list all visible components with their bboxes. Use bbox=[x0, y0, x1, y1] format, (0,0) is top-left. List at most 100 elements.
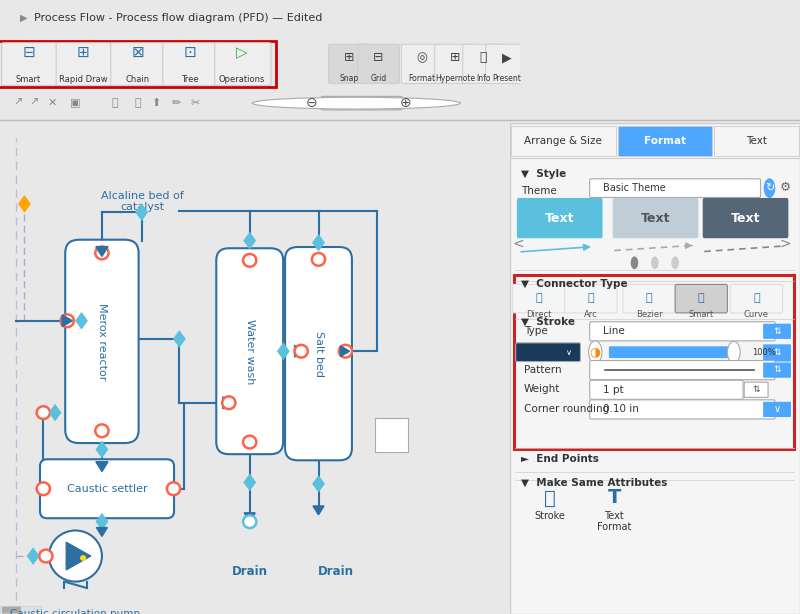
FancyBboxPatch shape bbox=[486, 44, 527, 84]
Circle shape bbox=[39, 550, 53, 562]
FancyBboxPatch shape bbox=[744, 382, 768, 397]
Polygon shape bbox=[341, 346, 350, 357]
Text: Alcaline bed of
catalyst: Alcaline bed of catalyst bbox=[102, 190, 184, 212]
FancyBboxPatch shape bbox=[613, 198, 698, 238]
Polygon shape bbox=[277, 343, 290, 360]
Text: Text: Text bbox=[731, 212, 760, 225]
Polygon shape bbox=[312, 234, 325, 252]
Text: ⊟: ⊟ bbox=[374, 52, 384, 64]
Text: ✏: ✏ bbox=[172, 98, 182, 108]
Text: Theme: Theme bbox=[522, 185, 557, 196]
FancyBboxPatch shape bbox=[285, 247, 352, 460]
Text: ▷: ▷ bbox=[236, 45, 248, 60]
Text: Grid: Grid bbox=[370, 74, 386, 84]
Text: Bezier: Bezier bbox=[636, 311, 662, 319]
Circle shape bbox=[61, 314, 74, 327]
FancyBboxPatch shape bbox=[763, 362, 791, 378]
Circle shape bbox=[339, 345, 352, 357]
FancyBboxPatch shape bbox=[56, 43, 112, 85]
Text: Basic Theme: Basic Theme bbox=[602, 182, 666, 193]
FancyBboxPatch shape bbox=[66, 239, 138, 443]
FancyBboxPatch shape bbox=[763, 402, 791, 417]
Text: Corner rounding: Corner rounding bbox=[524, 403, 610, 414]
Text: 🔍: 🔍 bbox=[111, 98, 118, 108]
Text: Text: Text bbox=[604, 511, 624, 521]
Text: 0.10 in: 0.10 in bbox=[602, 404, 638, 414]
Text: Arc: Arc bbox=[584, 311, 598, 319]
Circle shape bbox=[252, 97, 460, 109]
Text: Pattern: Pattern bbox=[524, 365, 562, 375]
FancyBboxPatch shape bbox=[322, 96, 402, 110]
Polygon shape bbox=[135, 203, 148, 221]
Text: ↗: ↗ bbox=[29, 98, 38, 108]
Text: ✕: ✕ bbox=[47, 98, 57, 108]
FancyBboxPatch shape bbox=[162, 43, 219, 85]
Circle shape bbox=[37, 406, 50, 419]
Text: ⊟: ⊟ bbox=[22, 45, 35, 60]
Text: Present: Present bbox=[492, 74, 521, 84]
FancyBboxPatch shape bbox=[590, 380, 743, 399]
FancyBboxPatch shape bbox=[702, 198, 788, 238]
Text: Smart: Smart bbox=[689, 311, 714, 319]
Text: ∨: ∨ bbox=[774, 404, 781, 414]
Polygon shape bbox=[244, 513, 255, 522]
Text: Line: Line bbox=[602, 326, 624, 336]
Text: Drain: Drain bbox=[232, 565, 268, 578]
Text: Direct: Direct bbox=[526, 311, 551, 319]
FancyBboxPatch shape bbox=[462, 44, 504, 84]
Text: ⊞: ⊞ bbox=[450, 52, 461, 64]
Circle shape bbox=[80, 555, 86, 561]
Polygon shape bbox=[97, 527, 107, 537]
Text: ⇅: ⇅ bbox=[774, 327, 781, 336]
Circle shape bbox=[95, 424, 109, 437]
Polygon shape bbox=[26, 547, 39, 565]
Polygon shape bbox=[173, 330, 186, 348]
Text: ▣: ▣ bbox=[70, 98, 81, 108]
Text: Chain: Chain bbox=[126, 76, 150, 85]
Text: Type: Type bbox=[524, 326, 548, 336]
FancyBboxPatch shape bbox=[565, 284, 617, 313]
Text: Text: Text bbox=[746, 136, 767, 146]
Circle shape bbox=[589, 341, 602, 363]
FancyBboxPatch shape bbox=[516, 343, 581, 362]
Circle shape bbox=[49, 530, 102, 581]
FancyBboxPatch shape bbox=[2, 607, 21, 613]
Text: ⤹: ⤹ bbox=[544, 489, 556, 508]
FancyBboxPatch shape bbox=[590, 322, 775, 341]
FancyBboxPatch shape bbox=[763, 324, 791, 339]
FancyBboxPatch shape bbox=[214, 43, 271, 85]
Polygon shape bbox=[313, 506, 324, 515]
Text: ⊖: ⊖ bbox=[306, 96, 318, 110]
Text: ✂: ✂ bbox=[190, 98, 200, 108]
Circle shape bbox=[671, 257, 679, 269]
FancyBboxPatch shape bbox=[510, 126, 616, 156]
Text: ⤸: ⤸ bbox=[753, 293, 760, 303]
Polygon shape bbox=[243, 473, 256, 491]
FancyBboxPatch shape bbox=[517, 198, 602, 238]
FancyBboxPatch shape bbox=[609, 346, 737, 358]
Circle shape bbox=[312, 253, 325, 266]
FancyBboxPatch shape bbox=[763, 344, 791, 362]
Text: ∨: ∨ bbox=[566, 348, 572, 357]
Text: Curve: Curve bbox=[744, 311, 769, 319]
Text: Snap: Snap bbox=[340, 74, 359, 84]
Text: ▼  Style: ▼ Style bbox=[522, 169, 566, 179]
Text: ⤸: ⤸ bbox=[646, 293, 652, 303]
Text: ▼  Connector Type: ▼ Connector Type bbox=[522, 279, 628, 289]
FancyBboxPatch shape bbox=[618, 126, 712, 156]
Text: ⊕: ⊕ bbox=[400, 96, 411, 110]
Text: Format: Format bbox=[597, 521, 631, 532]
Text: ◎: ◎ bbox=[417, 52, 428, 64]
Text: Drain: Drain bbox=[318, 565, 354, 578]
Text: ▼  Stroke: ▼ Stroke bbox=[522, 316, 575, 326]
Circle shape bbox=[243, 254, 256, 266]
Circle shape bbox=[651, 257, 658, 269]
FancyBboxPatch shape bbox=[434, 44, 476, 84]
Text: Smart: Smart bbox=[16, 76, 42, 85]
Text: Format: Format bbox=[409, 74, 436, 84]
Circle shape bbox=[95, 247, 109, 259]
Text: Merox reactor: Merox reactor bbox=[97, 303, 107, 380]
Text: ⊡: ⊡ bbox=[183, 45, 196, 60]
Circle shape bbox=[630, 257, 638, 269]
Text: ✋: ✋ bbox=[134, 98, 141, 108]
